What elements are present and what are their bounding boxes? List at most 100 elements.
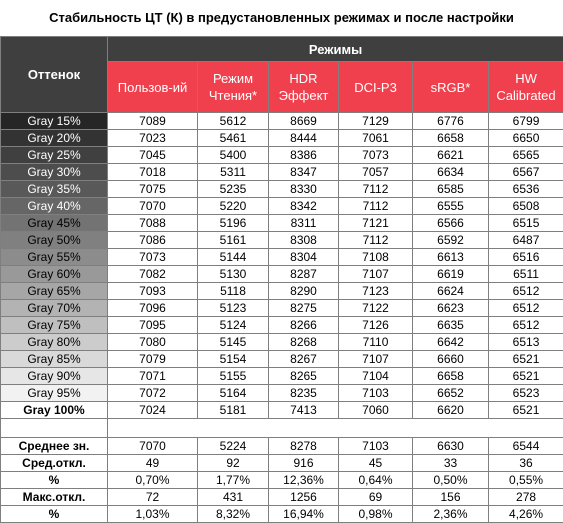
cell: 7072 (107, 384, 198, 402)
summary-row: Сред.откл. 49 92 916 45 33 36 (0, 454, 563, 472)
cell: 5461 (197, 129, 269, 147)
cell: 6555 (412, 197, 489, 215)
cell: 6650 (487, 129, 563, 147)
cell: 2,36% (412, 505, 489, 523)
cell: 7045 (107, 146, 198, 164)
cell: 6513 (487, 333, 563, 351)
cell: 1256 (268, 488, 339, 506)
cell: 7110 (338, 333, 413, 351)
cell: 1,77% (197, 471, 269, 489)
cell: 7108 (338, 248, 413, 266)
cell: 5311 (197, 163, 269, 181)
cell: 5118 (197, 282, 269, 300)
cell: 7070 (107, 197, 198, 215)
data-row: Gray 20% 7023 5461 8444 7061 6658 6650 (0, 129, 563, 147)
data-row: Gray 95% 7072 5164 8235 7103 6652 6523 (0, 384, 563, 402)
cell: 5123 (197, 299, 269, 317)
cell: 278 (487, 488, 563, 506)
cell: 6635 (412, 316, 489, 334)
cell: 4,26% (487, 505, 563, 523)
cell: 8342 (268, 197, 339, 215)
cell: 8278 (268, 437, 339, 455)
column-header: Режим Чтения* (197, 61, 269, 113)
data-row: Gray 45% 7088 5196 8311 7121 6566 6515 (0, 214, 563, 232)
cell: 33 (412, 454, 489, 472)
column-header: HW Calibrated (487, 61, 563, 113)
cell: 156 (412, 488, 489, 506)
cell: 916 (268, 454, 339, 472)
cell: 6567 (487, 163, 563, 181)
data-row: Gray 100% 7024 5181 7413 7060 6620 6521 (0, 401, 563, 419)
cell: 0,70% (107, 471, 198, 489)
cell: 8347 (268, 163, 339, 181)
column-header-line: sRGB* (430, 79, 471, 95)
cell: 8235 (268, 384, 339, 402)
cell: 7088 (107, 214, 198, 232)
shade-label: Gray 30% (0, 163, 108, 181)
shade-label: Gray 75% (0, 316, 108, 334)
summary-row: % 0,70% 1,77% 12,36% 0,64% 0,50% 0,55% (0, 471, 563, 489)
cell: 6624 (412, 282, 489, 300)
shade-label: Gray 95% (0, 384, 108, 402)
cell: 6512 (487, 299, 563, 317)
cell: 6776 (412, 112, 489, 130)
cell: 7103 (338, 384, 413, 402)
cell: 8386 (268, 146, 339, 164)
cell: 0,50% (412, 471, 489, 489)
cell: 0,55% (487, 471, 563, 489)
cell: 8,32% (197, 505, 269, 523)
data-row: Gray 25% 7045 5400 8386 7073 6621 6565 (0, 146, 563, 164)
cell: 7112 (338, 231, 413, 249)
cell: 7103 (338, 437, 413, 455)
summary-label: % (0, 471, 108, 489)
column-header: sRGB* (412, 61, 489, 113)
cell: 7070 (107, 437, 198, 455)
column-header-line: Режим (212, 71, 254, 86)
cell: 7112 (338, 197, 413, 215)
data-row: Gray 90% 7071 5155 8265 7104 6658 6521 (0, 367, 563, 385)
data-row: Gray 30% 7018 5311 8347 7057 6634 6567 (0, 163, 563, 181)
summary-row: Макс.откл. 72 431 1256 69 156 278 (0, 488, 563, 506)
data-row: Gray 75% 7095 5124 8266 7126 6635 6512 (0, 316, 563, 334)
cell: 7018 (107, 163, 198, 181)
cell: 7071 (107, 367, 198, 385)
cell: 8266 (268, 316, 339, 334)
cell: 7123 (338, 282, 413, 300)
cell: 8265 (268, 367, 339, 385)
shade-label: Gray 100% (0, 401, 108, 419)
shade-label: Gray 70% (0, 299, 108, 317)
cell: 7073 (338, 146, 413, 164)
column-header-row: Пользов-ий Режим Чтения* HDR Эффект DCI-P3 sRG… (1, 61, 563, 113)
cell: 6515 (487, 214, 563, 232)
cell: 8330 (268, 180, 339, 198)
cell: 8275 (268, 299, 339, 317)
shade-label: Gray 65% (0, 282, 108, 300)
cell: 7122 (338, 299, 413, 317)
cell: 5400 (197, 146, 269, 164)
cell: 7089 (107, 112, 198, 130)
cell: 7086 (107, 231, 198, 249)
cell: 431 (197, 488, 269, 506)
shade-label: Gray 60% (0, 265, 108, 283)
cell: 6516 (487, 248, 563, 266)
cell: 7073 (107, 248, 198, 266)
cell: 1,03% (107, 505, 198, 523)
cell: 6523 (487, 384, 563, 402)
cell: 6620 (412, 401, 489, 419)
column-header: DCI-P3 (338, 61, 413, 113)
cell: 6521 (487, 350, 563, 368)
shade-label: Gray 25% (0, 146, 108, 164)
cell: 6652 (412, 384, 489, 402)
cell: 6658 (412, 129, 489, 147)
column-header-line: DCI-P3 (354, 79, 397, 95)
cell: 6566 (412, 214, 489, 232)
column-header-line: Чтения* (208, 88, 258, 103)
cell: 5196 (197, 214, 269, 232)
summary-label: Макс.откл. (0, 488, 108, 506)
cell: 6799 (487, 112, 563, 130)
cell: 7095 (107, 316, 198, 334)
cell: 5612 (197, 112, 269, 130)
cell: 6642 (412, 333, 489, 351)
cell: 6511 (487, 265, 563, 283)
